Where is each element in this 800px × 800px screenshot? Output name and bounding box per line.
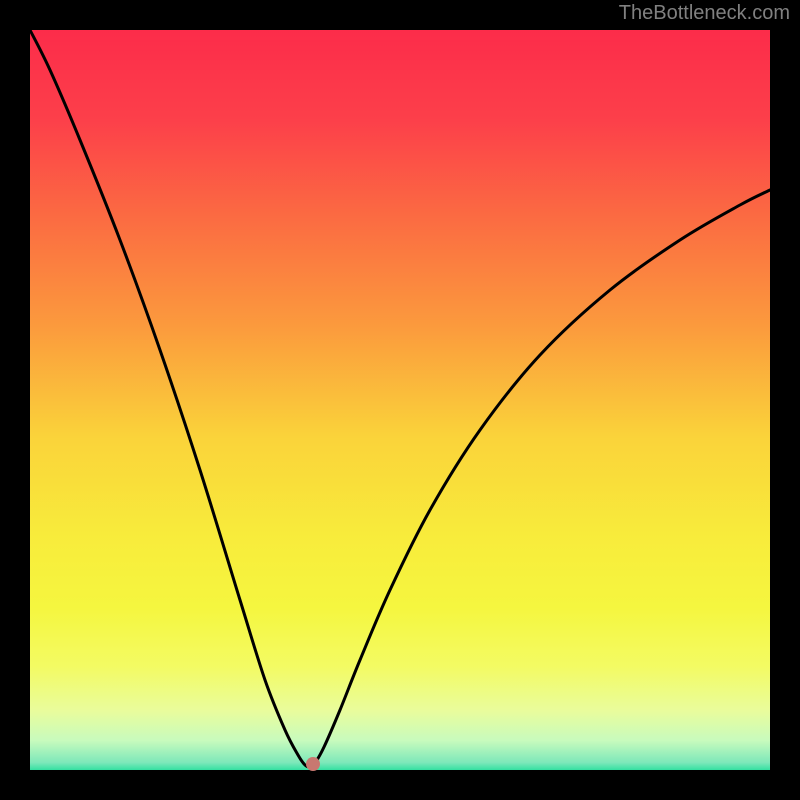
optimal-point-marker (306, 757, 320, 771)
plot-area (30, 30, 770, 770)
chart-container: TheBottleneck.com (0, 0, 800, 800)
watermark-text: TheBottleneck.com (619, 2, 790, 25)
bottleneck-chart (0, 0, 800, 800)
